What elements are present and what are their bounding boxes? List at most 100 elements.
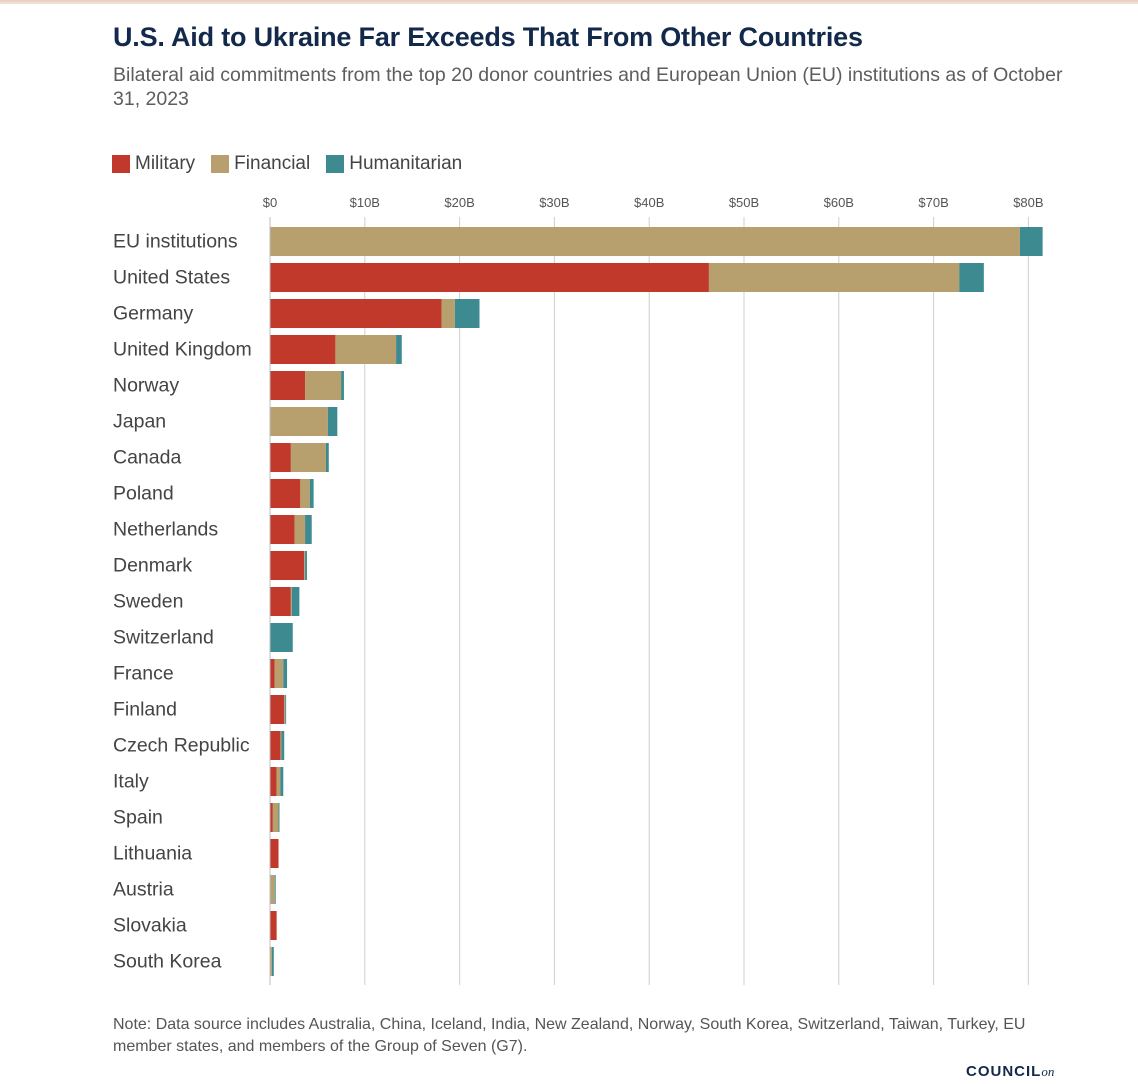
category-label: Spain: [113, 807, 163, 829]
bar-segment-financial: [300, 479, 310, 508]
bar-segment-military: [270, 839, 279, 868]
bar-segment-humanitarian: [325, 443, 329, 472]
bar-segment-financial: [276, 767, 281, 796]
bar-segment-humanitarian: [309, 479, 314, 508]
bar-segment-financial: [270, 227, 1020, 256]
bar-segment-financial: [270, 407, 328, 436]
category-label: Austria: [113, 879, 174, 901]
bar-segment-humanitarian: [959, 263, 984, 292]
category-label: Czech Republic: [113, 735, 250, 757]
x-tick-label: $10B: [350, 195, 380, 210]
chart-subtitle: Bilateral aid commitments from the top 2…: [113, 64, 1063, 110]
x-tick-label: $20B: [444, 195, 474, 210]
bar-segment-financial: [335, 335, 397, 364]
bar-segment-humanitarian: [454, 299, 480, 328]
bar-segment-humanitarian: [270, 623, 293, 652]
bar-segment-financial: [270, 947, 272, 976]
category-label: Poland: [113, 483, 174, 505]
legend-label-humanitarian: Humanitarian: [349, 153, 463, 174]
category-label: Switzerland: [113, 627, 214, 649]
bar-segment-military: [270, 515, 295, 544]
x-tick-label: $0: [263, 195, 277, 210]
legend-swatch-military: [112, 155, 130, 173]
bar-segment-financial: [284, 695, 286, 724]
bar-segment-humanitarian: [1019, 227, 1043, 256]
bar-segment-humanitarian: [271, 947, 274, 976]
bar-segment-humanitarian: [283, 659, 288, 688]
bar-segment-humanitarian: [341, 371, 344, 400]
bar-segment-humanitarian: [305, 515, 312, 544]
footnote: Note: Data source includes Australia, Ch…: [113, 1016, 1026, 1055]
chart-title: U.S. Aid to Ukraine Far Exceeds That Fro…: [113, 22, 863, 52]
category-label: Netherlands: [113, 519, 218, 541]
category-label: EU institutions: [113, 231, 238, 253]
legend-swatch-financial: [211, 155, 230, 173]
bar-segment-humanitarian: [281, 731, 285, 760]
bar-segment-military: [270, 731, 281, 760]
category-label: Norway: [113, 375, 179, 397]
legend-swatch-humanitarian: [326, 155, 345, 173]
category-label: Canada: [113, 447, 181, 469]
x-tick-label: $60B: [824, 195, 854, 210]
bar-segment-military: [270, 695, 285, 724]
bar-segment-humanitarian: [291, 587, 300, 616]
category-label: United Kingdom: [113, 339, 252, 361]
bar-segment-humanitarian: [327, 407, 338, 436]
legend-item-humanitarian: Humanitarian: [326, 153, 462, 175]
bar-segment-financial: [280, 731, 282, 760]
legend-label-military: Military: [135, 153, 196, 174]
category-label: Italy: [113, 771, 149, 793]
bar-segment-financial: [441, 299, 455, 328]
top-rule: [0, 0, 1138, 4]
bar-segment-humanitarian: [274, 875, 276, 904]
legend-item-financial: Financial: [211, 153, 310, 175]
bar-segment-financial: [290, 443, 326, 472]
bar-segment-financial: [304, 551, 306, 580]
bar-segment-military: [270, 479, 301, 508]
bar-segment-financial: [305, 371, 342, 400]
cut-off-source-line: [113, 1079, 713, 1084]
x-tick-label: $30B: [539, 195, 569, 210]
legend: Military Financial Humanitarian: [112, 153, 478, 175]
bar-segment-financial: [708, 263, 960, 292]
category-label: Sweden: [113, 591, 183, 613]
logo-on-text: on: [1041, 1064, 1055, 1079]
category-label: Lithuania: [113, 843, 192, 865]
bar-segment-humanitarian: [278, 803, 280, 832]
bar-segment-military: [270, 911, 277, 940]
bar-segment-financial: [274, 659, 284, 688]
bar-segment-military: [270, 371, 306, 400]
category-label: Finland: [113, 699, 177, 721]
cfr-logo: COUNCILon: [966, 1063, 1054, 1080]
category-label: Germany: [113, 303, 193, 325]
legend-label-financial: Financial: [234, 153, 311, 174]
bar-segment-military: [270, 803, 273, 832]
category-label: France: [113, 663, 174, 685]
x-tick-label: $70B: [918, 195, 948, 210]
legend-item-military: Military: [112, 153, 195, 175]
bar-segment-military: [270, 551, 305, 580]
bar-segment-financial: [270, 875, 275, 904]
x-tick-label: $80B: [1013, 195, 1043, 210]
bar-segment-military: [270, 767, 277, 796]
category-label: South Korea: [113, 951, 222, 973]
bar-segment-financial: [294, 515, 306, 544]
bar-chart: $0 $10B $20B $30B $40B $50B $60B $70B $80B EU ins…: [113, 195, 1044, 985]
category-label: United States: [113, 267, 230, 289]
bar-segment-humanitarian: [285, 695, 287, 724]
bar-segment-financial: [290, 587, 292, 616]
category-label: Slovakia: [113, 915, 187, 937]
bar-segment-humanitarian: [396, 335, 402, 364]
logo-text: COUNCIL: [966, 1063, 1042, 1080]
bar-segment-military: [270, 587, 291, 616]
category-label: Japan: [113, 411, 166, 433]
x-tick-label: $50B: [729, 195, 759, 210]
x-tick-label: $40B: [634, 195, 664, 210]
bar-segment-military: [270, 299, 442, 328]
bar-segment-humanitarian: [280, 767, 284, 796]
bar-segment-military: [270, 335, 336, 364]
bar-segment-humanitarian: [305, 551, 307, 580]
bar-segment-military: [270, 263, 709, 292]
category-label: Denmark: [113, 555, 192, 577]
bar-segment-financial: [272, 803, 279, 832]
